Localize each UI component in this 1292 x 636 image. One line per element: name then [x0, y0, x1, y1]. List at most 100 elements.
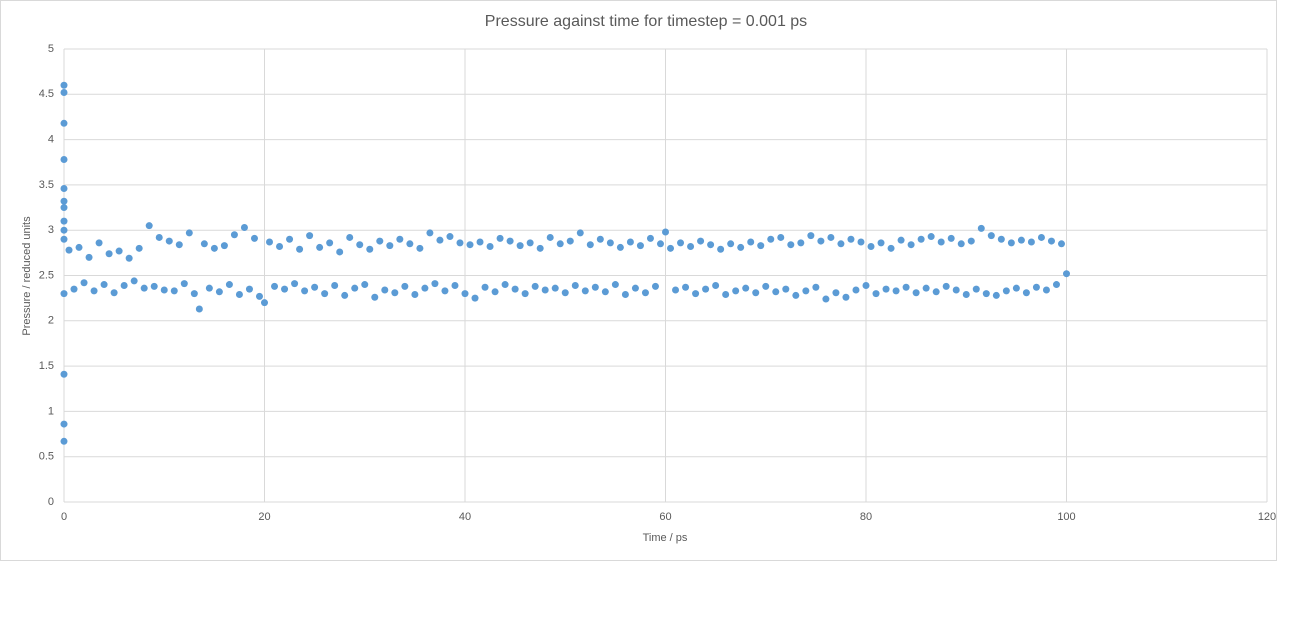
point — [466, 241, 474, 249]
point — [316, 243, 324, 251]
point — [60, 197, 68, 205]
point — [892, 287, 900, 295]
point — [421, 284, 429, 292]
point — [682, 283, 690, 291]
chart-title: Pressure against time for timestep = 0.0… — [485, 13, 807, 30]
point — [346, 233, 354, 241]
point — [551, 284, 559, 292]
point — [60, 217, 68, 225]
point — [371, 293, 379, 301]
point — [135, 244, 143, 252]
point — [496, 234, 504, 242]
point — [235, 291, 243, 299]
point — [281, 285, 289, 293]
point — [266, 238, 274, 246]
y-tick-label: 5 — [48, 43, 54, 55]
point — [526, 239, 534, 247]
point — [847, 235, 855, 243]
point — [291, 280, 299, 288]
point — [160, 286, 168, 294]
point — [511, 285, 519, 293]
point — [60, 81, 68, 89]
y-tick-label: 4 — [48, 134, 54, 146]
point — [712, 281, 720, 289]
point — [426, 229, 434, 237]
point — [882, 285, 890, 293]
point — [1052, 281, 1060, 289]
point — [336, 248, 344, 256]
point — [276, 243, 284, 251]
point — [245, 285, 253, 293]
point — [942, 282, 950, 290]
point — [215, 288, 223, 296]
point — [807, 232, 815, 240]
point — [200, 240, 208, 248]
point — [1057, 240, 1065, 248]
point — [150, 282, 158, 290]
point — [271, 282, 279, 290]
point — [601, 288, 609, 296]
point — [561, 289, 569, 297]
x-tick-label: 100 — [1057, 511, 1075, 523]
point — [1037, 233, 1045, 241]
point — [922, 284, 930, 292]
point — [381, 286, 389, 294]
point — [506, 237, 514, 245]
point — [571, 281, 579, 289]
point — [491, 288, 499, 296]
y-tick-label: 0.5 — [39, 451, 54, 463]
point — [220, 242, 228, 250]
point — [586, 241, 594, 249]
point — [1017, 236, 1025, 244]
point — [115, 247, 123, 255]
point — [441, 287, 449, 295]
y-tick-label: 0 — [48, 496, 54, 508]
point — [536, 244, 544, 252]
point — [195, 305, 203, 313]
point — [902, 283, 910, 291]
point — [311, 283, 319, 291]
point — [837, 240, 845, 248]
point — [531, 282, 539, 290]
point — [797, 239, 805, 247]
point — [456, 239, 464, 247]
point — [596, 235, 604, 243]
point — [366, 245, 374, 253]
point — [822, 295, 830, 303]
point — [1022, 289, 1030, 297]
point — [205, 284, 213, 292]
point — [722, 291, 730, 299]
point — [817, 237, 825, 245]
point — [361, 281, 369, 289]
point — [130, 277, 138, 285]
point — [747, 238, 755, 246]
point — [872, 290, 880, 298]
point — [60, 119, 68, 127]
point — [752, 289, 760, 297]
point — [606, 239, 614, 247]
point — [60, 290, 68, 298]
point — [451, 281, 459, 289]
point — [972, 285, 980, 293]
point — [301, 287, 309, 295]
point — [145, 222, 153, 230]
point — [907, 241, 915, 249]
point — [952, 286, 960, 294]
point — [110, 289, 118, 297]
point — [832, 289, 840, 297]
point — [165, 237, 173, 245]
point — [155, 233, 163, 241]
point — [687, 243, 695, 251]
point — [431, 280, 439, 288]
point — [125, 254, 133, 262]
point — [997, 235, 1005, 243]
point — [626, 238, 634, 246]
point — [641, 289, 649, 297]
point — [261, 299, 268, 307]
point — [677, 239, 685, 247]
point — [80, 279, 88, 287]
point — [175, 241, 183, 249]
point — [1042, 286, 1050, 294]
chart-frame — [0, 0, 1277, 561]
point — [897, 236, 905, 244]
